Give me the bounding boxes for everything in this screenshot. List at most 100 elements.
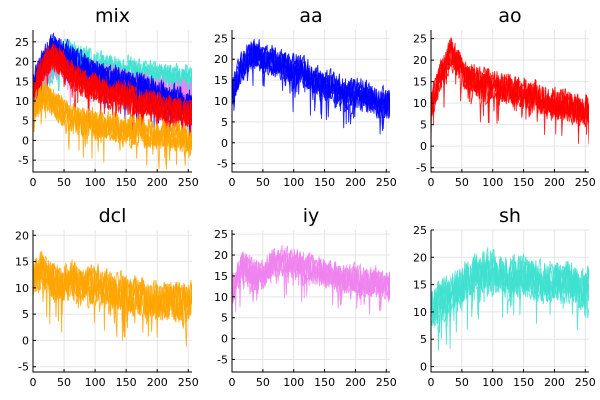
- x-tick-label: 250: [178, 176, 199, 189]
- y-tick-label: 15: [413, 76, 427, 89]
- series-line-dcl-0: [33, 251, 192, 338]
- x-tick-label: 50: [455, 176, 469, 189]
- y-tick-label: 0: [22, 134, 29, 147]
- chart-title: ao: [498, 5, 521, 27]
- y-tick-label: 20: [214, 53, 228, 66]
- y-tick-label: -5: [18, 154, 29, 167]
- chart-title: dcl: [99, 205, 127, 227]
- y-tick-label: 15: [214, 270, 228, 283]
- series-line-dcl-0: [33, 256, 192, 333]
- y-tick-label: 25: [214, 228, 228, 241]
- series-group: [431, 247, 589, 352]
- x-tick-label: 200: [147, 376, 168, 389]
- y-tick-label: 5: [221, 116, 228, 129]
- y-tick-label: 5: [221, 312, 228, 325]
- x-tick-label: 200: [147, 176, 168, 189]
- x-tick-label: 0: [229, 176, 236, 189]
- x-tick-label: 0: [30, 176, 37, 189]
- series-line-mix-3: [33, 43, 192, 146]
- series-line-mix-4: [33, 78, 192, 158]
- x-tick-label: 150: [513, 376, 534, 389]
- x-tick-label: 150: [314, 376, 335, 389]
- x-tick-label: 150: [314, 176, 335, 189]
- x-tick-label: 0: [428, 376, 435, 389]
- y-tick-label: -5: [18, 361, 29, 374]
- y-tick-label: 25: [413, 224, 427, 237]
- x-tick-label: 100: [283, 176, 304, 189]
- chart-title: mix: [95, 5, 130, 27]
- series-group: [431, 37, 589, 145]
- y-tick-label: 20: [15, 229, 29, 242]
- x-tick-label: 250: [178, 376, 199, 389]
- series-group: [232, 244, 390, 315]
- y-tick-label: 15: [413, 279, 427, 292]
- y-tick-label: 25: [413, 33, 427, 46]
- x-tick-label: 250: [575, 176, 596, 189]
- x-tick-label: 100: [482, 376, 503, 389]
- series-line-dcl-0: [33, 253, 192, 337]
- y-tick-label: 0: [221, 333, 228, 346]
- x-tick-label: 0: [30, 376, 37, 389]
- y-tick-label: 0: [420, 140, 427, 153]
- y-tick-label: 15: [15, 256, 29, 269]
- series-line-aa-0: [232, 42, 390, 125]
- y-tick-label: 10: [15, 95, 29, 108]
- series-line-mix-3: [33, 47, 192, 140]
- x-tick-label: 100: [85, 176, 106, 189]
- series-group: [33, 31, 192, 170]
- x-tick-label: 150: [116, 176, 137, 189]
- x-tick-label: 250: [376, 176, 397, 189]
- y-tick-label: 15: [15, 75, 29, 88]
- x-tick-label: 100: [283, 376, 304, 389]
- subplot-sh: 0 50 100 150 200 250 0 5 10 15 20 25 sh: [413, 205, 596, 389]
- axis-frame: [231, 230, 390, 373]
- y-tick-label: 25: [15, 36, 29, 49]
- series-group: [33, 251, 192, 347]
- x-tick-label: 100: [482, 176, 503, 189]
- series-group: [232, 38, 390, 135]
- y-tick-label: 20: [413, 251, 427, 264]
- y-tick-label: -5: [217, 158, 228, 171]
- chart-title: sh: [499, 205, 521, 227]
- x-tick-label: 0: [428, 176, 435, 189]
- series-line-ao-0: [431, 42, 589, 142]
- y-tick-label: 20: [15, 56, 29, 69]
- x-tick-label: 200: [345, 176, 366, 189]
- y-tick-label: 5: [22, 115, 29, 128]
- x-tick-label: 150: [513, 176, 534, 189]
- x-tick-label: 50: [57, 376, 71, 389]
- y-tick-label: -5: [416, 162, 427, 175]
- x-tick-label: 200: [544, 376, 565, 389]
- y-tick-label: 10: [214, 95, 228, 108]
- x-tick-label: 200: [544, 176, 565, 189]
- chart-title: iy: [303, 205, 320, 227]
- y-tick-label: 5: [22, 308, 29, 321]
- y-tick-label: 0: [420, 361, 427, 374]
- series-line-sh-0: [431, 251, 589, 333]
- x-tick-label: 250: [575, 376, 596, 389]
- x-tick-label: 50: [455, 376, 469, 389]
- x-tick-label: 200: [345, 376, 366, 389]
- x-tick-label: 250: [376, 376, 397, 389]
- x-tick-label: 150: [116, 376, 137, 389]
- y-tick-label: 5: [420, 333, 427, 346]
- chart-title: aa: [299, 5, 322, 27]
- y-tick-label: 0: [22, 334, 29, 347]
- series-line-iy-0: [232, 249, 390, 300]
- y-tick-label: 10: [413, 97, 427, 110]
- x-tick-label: 100: [85, 376, 106, 389]
- y-tick-label: 10: [413, 306, 427, 319]
- y-tick-label: 10: [15, 282, 29, 295]
- y-tick-label: 20: [413, 54, 427, 67]
- x-tick-label: 50: [256, 176, 270, 189]
- y-tick-label: 25: [214, 32, 228, 45]
- y-tick-label: 5: [420, 119, 427, 132]
- y-tick-label: 0: [221, 137, 228, 150]
- x-tick-label: 50: [57, 176, 71, 189]
